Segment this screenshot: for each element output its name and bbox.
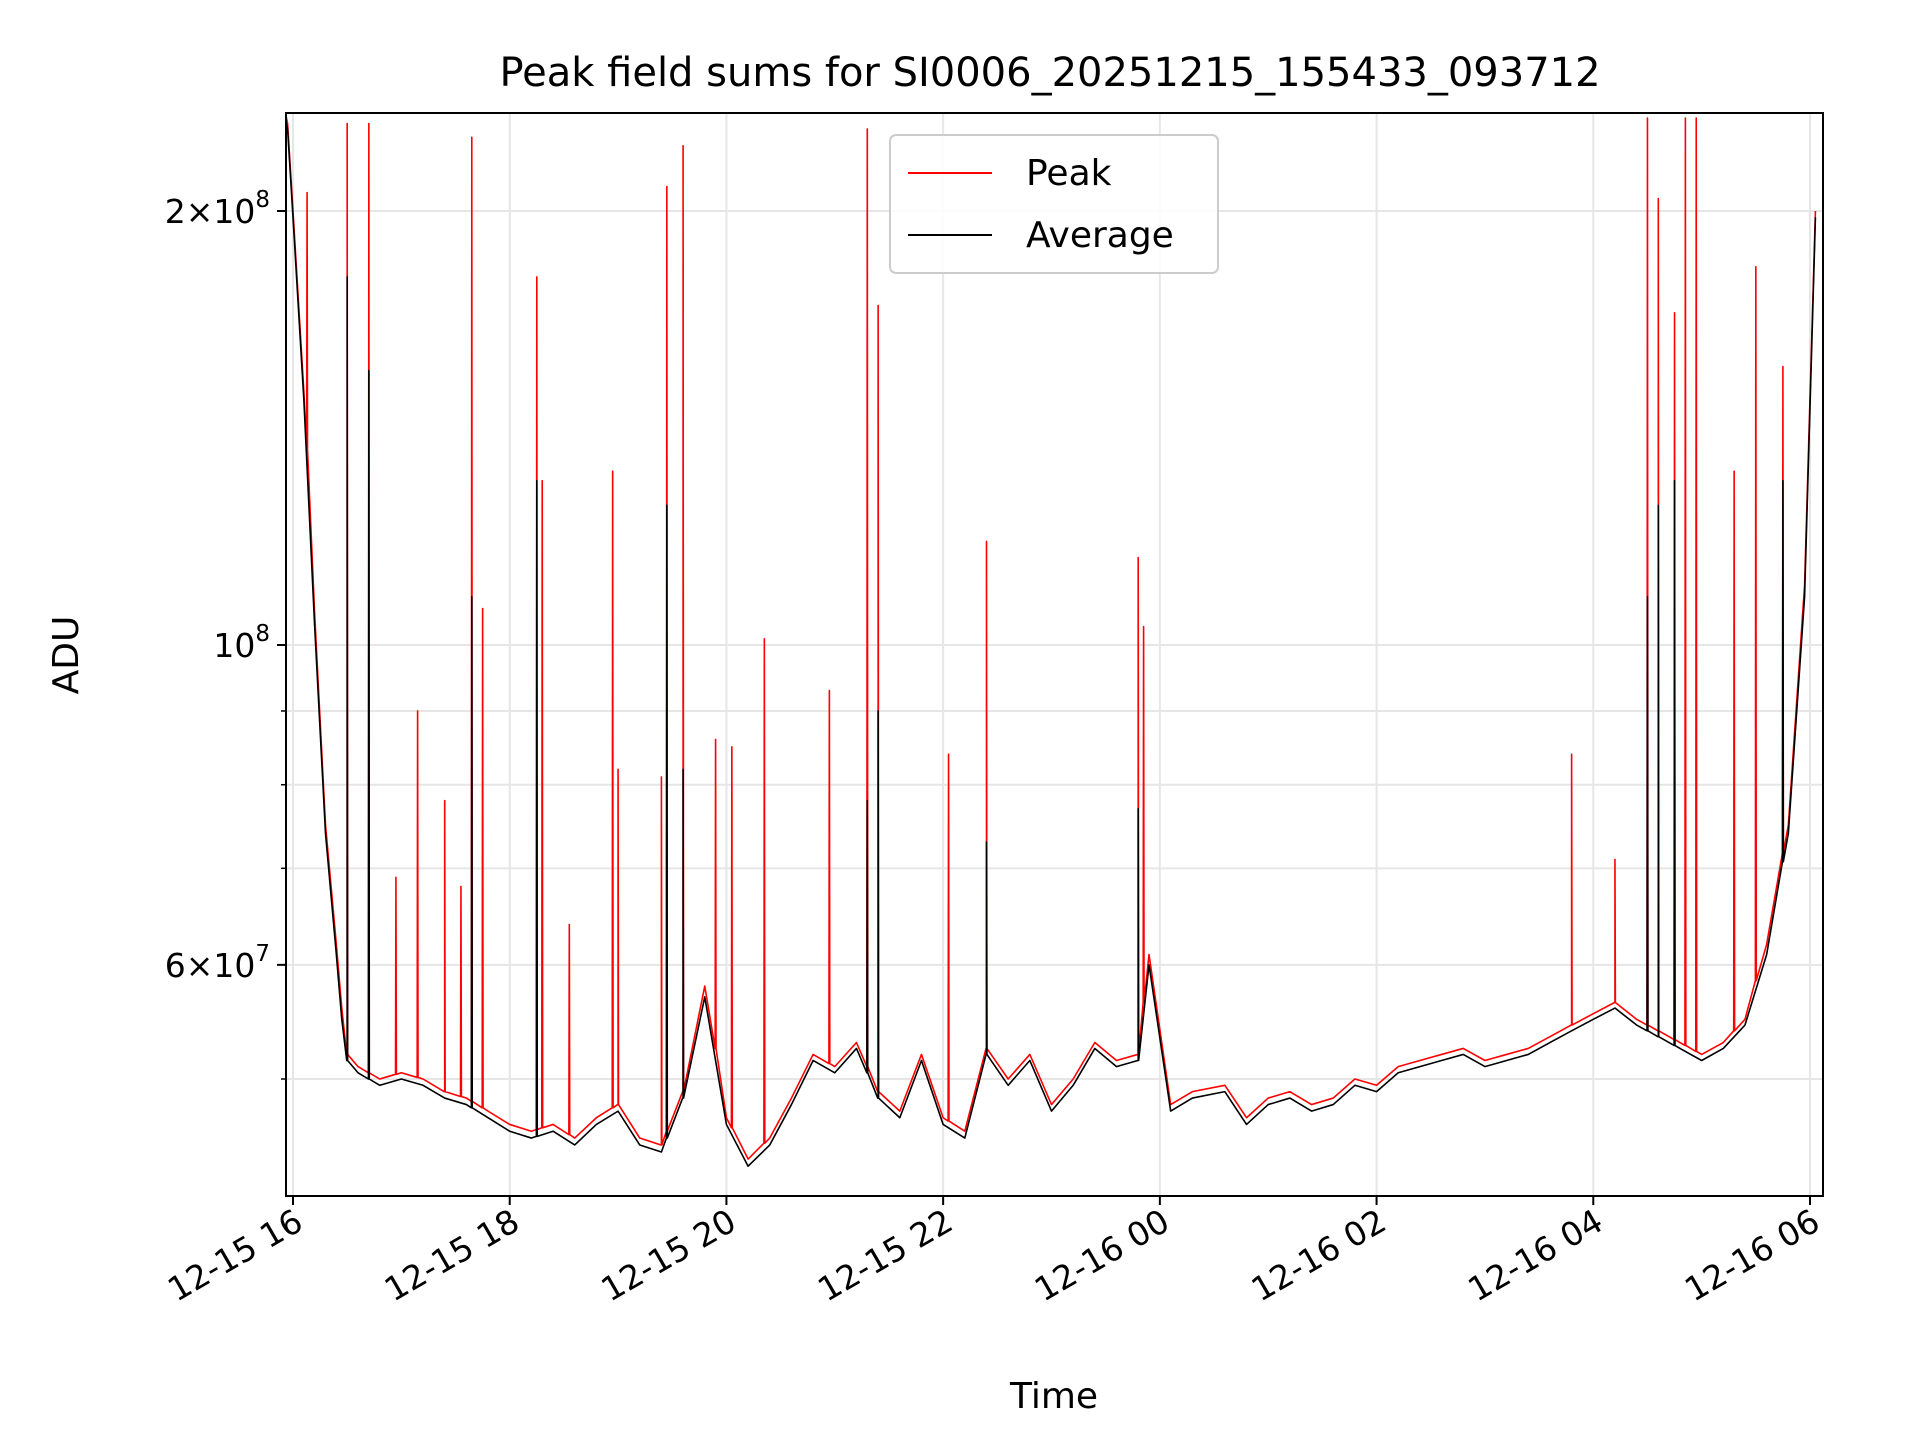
plot-frame bbox=[285, 112, 1824, 1197]
series-group bbox=[286, 113, 1817, 1167]
legend-label-peak: Peak bbox=[1026, 153, 1112, 194]
legend-label-average: Average bbox=[1026, 215, 1174, 256]
legend: Peak Average bbox=[889, 134, 1219, 274]
y-axis-label: ADU bbox=[46, 616, 87, 695]
y-tick-label: 2×108 bbox=[165, 187, 270, 231]
chart-title: Peak field sums for SI0006_20251215_1554… bbox=[499, 50, 1600, 96]
y-axis-ticks: 2×108 108 6×107 bbox=[165, 187, 286, 1080]
y-tick-label: 6×107 bbox=[165, 941, 270, 985]
series-line-average bbox=[286, 117, 1817, 1167]
y-tick-label: 108 bbox=[213, 621, 270, 665]
series-line-peak bbox=[286, 113, 1817, 1160]
x-axis-label: Time bbox=[1009, 1376, 1098, 1417]
legend-box bbox=[889, 134, 1219, 274]
